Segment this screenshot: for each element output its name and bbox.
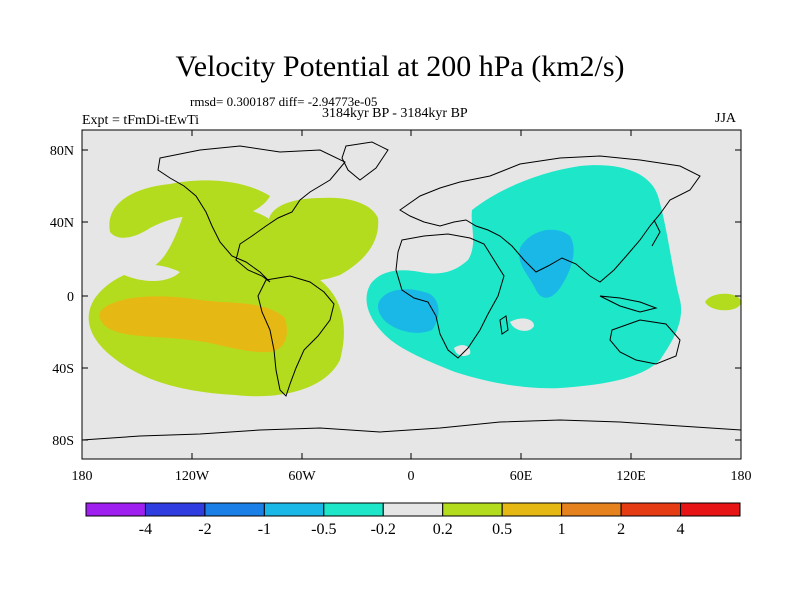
east-edge-lobe bbox=[705, 293, 741, 311]
y-tick-label: 80N bbox=[50, 144, 74, 159]
colorbar-swatch bbox=[85, 502, 146, 517]
colorbar-label: -1 bbox=[258, 521, 271, 538]
colorbar-swatch bbox=[144, 502, 206, 517]
colorbar-label: 0.5 bbox=[492, 521, 512, 538]
x-tick-label: 60W bbox=[288, 469, 316, 484]
antarctica-coast bbox=[81, 419, 742, 441]
experiment-label: Expt = tFmDi-tEwTi bbox=[82, 113, 200, 128]
y-tick-label: 0 bbox=[67, 290, 74, 305]
colorbar-label: 1 bbox=[558, 521, 566, 538]
positive-core-patch bbox=[99, 296, 287, 353]
negative-core-region bbox=[378, 229, 574, 333]
x-tick-label: 180 bbox=[72, 469, 93, 484]
colorbar-label: 0.2 bbox=[433, 521, 453, 538]
colorbar-swatch bbox=[323, 502, 384, 517]
colorbar-label: -0.2 bbox=[371, 521, 396, 538]
colorbar-label: -0.5 bbox=[311, 521, 336, 538]
colorbar-swatch bbox=[204, 502, 265, 517]
colorbar: -4 -2 -1 -0.5 -0.2 0.2 0.5 1 2 4 bbox=[85, 502, 741, 538]
africa-coast bbox=[395, 233, 505, 359]
hole-southern bbox=[454, 345, 471, 356]
colorbar-swatch bbox=[501, 502, 563, 517]
colorbar-label: 4 bbox=[677, 521, 685, 538]
eurasia-coast bbox=[399, 155, 701, 283]
south-america-coast bbox=[257, 275, 335, 397]
y-tick-label: 40S bbox=[52, 362, 74, 377]
positive-anomaly-region bbox=[88, 180, 741, 397]
y-tick-label: 80S bbox=[52, 434, 74, 449]
x-tick-label: 120W bbox=[175, 469, 210, 484]
colorbar-label: 2 bbox=[617, 521, 625, 538]
greenland-coast bbox=[341, 141, 389, 181]
coastlines bbox=[81, 141, 742, 441]
negative-main-lobe bbox=[366, 165, 682, 389]
south-pacific-lobe bbox=[88, 203, 344, 397]
colorbar-swatch bbox=[263, 502, 325, 517]
negative-core-indian bbox=[519, 229, 574, 298]
y-tick-label: 40N bbox=[50, 216, 74, 231]
colorbar-swatch bbox=[561, 502, 622, 517]
madagascar-coast bbox=[499, 315, 509, 335]
period-label: 3184kyr BP - 3184kyr BP bbox=[322, 106, 468, 121]
colorbar-swatch bbox=[620, 502, 682, 517]
colorbar-label: -2 bbox=[198, 521, 211, 538]
colorbar-swatch bbox=[382, 502, 444, 517]
x-tick-label: 120E bbox=[616, 469, 646, 484]
x-tick-label: 180 bbox=[731, 469, 752, 484]
stats-label: rmsd= 0.300187 diff= -2.94773e-05 bbox=[190, 94, 378, 109]
north-america-coast bbox=[157, 145, 346, 283]
australia-coast bbox=[609, 319, 681, 365]
x-tick-label: 60E bbox=[510, 469, 533, 484]
japan-coast bbox=[651, 219, 661, 247]
negative-anomaly-region bbox=[366, 165, 682, 389]
plot-title: Velocity Potential at 200 hPa (km2/s) bbox=[175, 50, 625, 83]
indonesia-coast bbox=[599, 295, 658, 313]
gap-area bbox=[118, 264, 180, 281]
tick-marks bbox=[81, 130, 742, 459]
season-label: JJA bbox=[715, 111, 737, 126]
colorbar-swatch bbox=[442, 502, 503, 517]
positive-core-region bbox=[99, 296, 287, 353]
negative-core-africa bbox=[378, 289, 439, 333]
hole-madagascar bbox=[510, 318, 534, 331]
colorbar-swatch bbox=[680, 502, 741, 517]
colorbar-label: -4 bbox=[139, 521, 152, 538]
x-tick-label: 0 bbox=[408, 469, 415, 484]
